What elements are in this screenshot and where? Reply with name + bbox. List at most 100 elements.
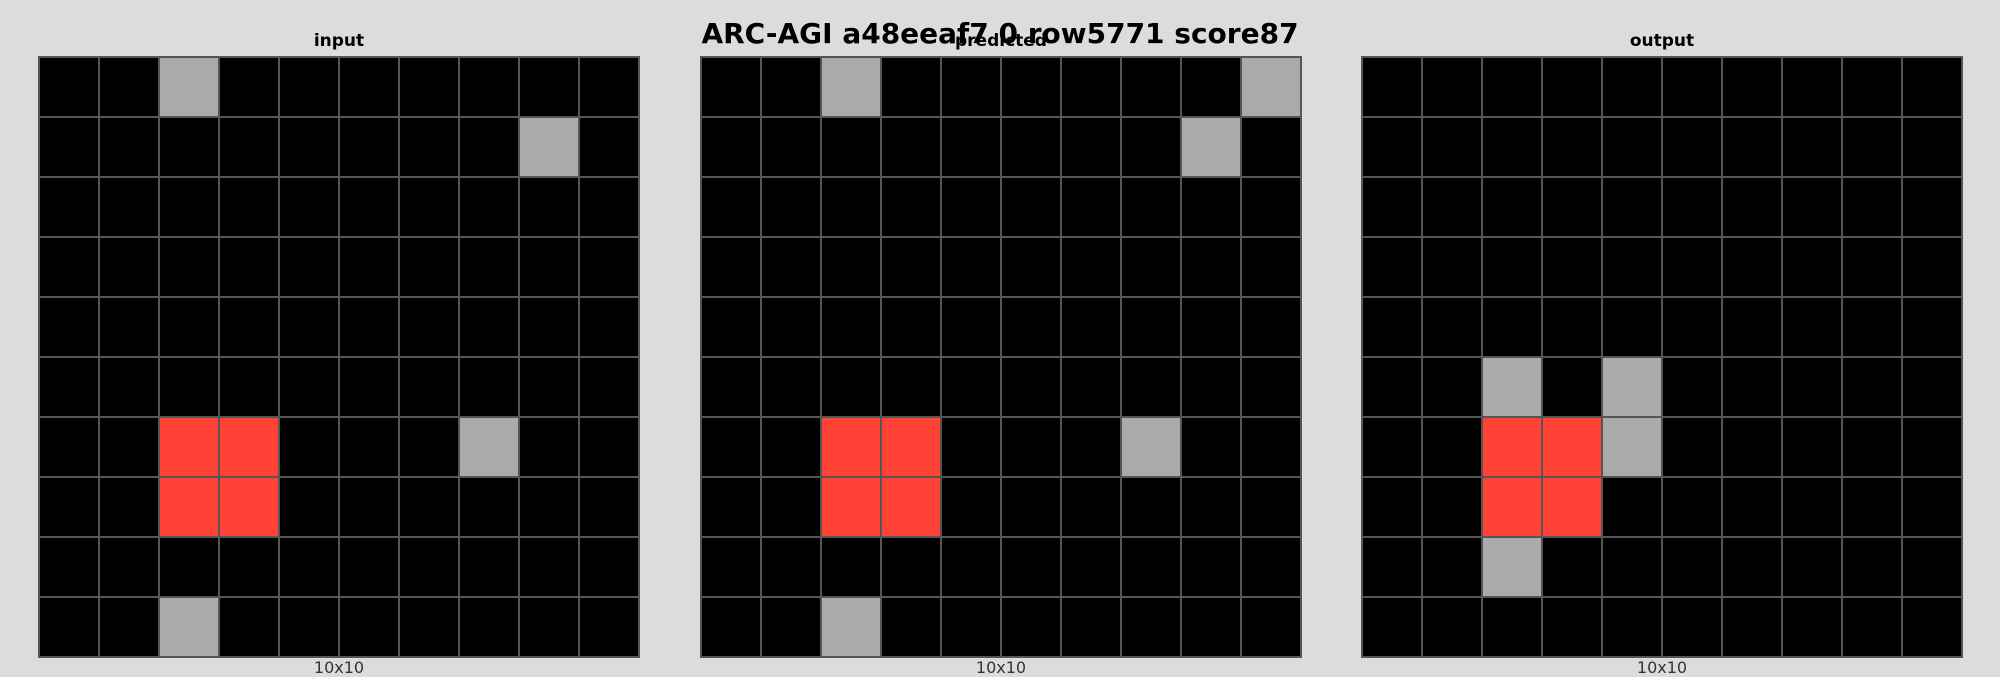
grid-cell bbox=[1602, 417, 1662, 477]
grid-cell bbox=[1001, 177, 1061, 237]
grid-cell bbox=[1422, 57, 1482, 117]
grid-cell bbox=[279, 477, 339, 537]
grid-cell bbox=[1362, 597, 1422, 657]
grid-cell bbox=[39, 357, 99, 417]
grid-cell bbox=[1181, 117, 1241, 177]
grid-cell bbox=[701, 597, 761, 657]
grid-cell bbox=[519, 357, 579, 417]
grid-cell bbox=[761, 417, 821, 477]
grid-cell bbox=[279, 237, 339, 297]
grid-cell bbox=[701, 357, 761, 417]
grid-cell bbox=[701, 57, 761, 117]
grid-cell bbox=[339, 297, 399, 357]
grid-cell bbox=[39, 537, 99, 597]
grid-cell bbox=[1482, 57, 1542, 117]
grid-cell bbox=[1782, 177, 1842, 237]
grid-cell bbox=[219, 537, 279, 597]
grid-cell bbox=[1422, 537, 1482, 597]
grid-cell bbox=[579, 357, 639, 417]
grid-cell bbox=[1121, 117, 1181, 177]
grid-cell bbox=[399, 477, 459, 537]
grid-cell bbox=[1782, 237, 1842, 297]
grid-cell bbox=[1782, 117, 1842, 177]
grid-cell bbox=[159, 357, 219, 417]
grid-cell bbox=[1061, 237, 1121, 297]
grid-cell bbox=[1542, 57, 1602, 117]
grid-cell bbox=[1782, 357, 1842, 417]
grid-cell bbox=[881, 57, 941, 117]
grid-cell bbox=[1662, 417, 1722, 477]
grid-cell bbox=[761, 597, 821, 657]
grid-cell bbox=[1782, 477, 1842, 537]
grid-cell bbox=[1422, 297, 1482, 357]
grid-cell bbox=[219, 477, 279, 537]
grid-cell bbox=[1422, 357, 1482, 417]
grid-cell bbox=[579, 177, 639, 237]
grid-cell bbox=[459, 477, 519, 537]
grid-cell bbox=[39, 237, 99, 297]
grid-cell bbox=[399, 297, 459, 357]
grid-cell bbox=[881, 477, 941, 537]
grid-cell bbox=[761, 237, 821, 297]
grid-cell bbox=[519, 477, 579, 537]
grid-cell bbox=[579, 117, 639, 177]
grid-cell bbox=[1662, 237, 1722, 297]
grid-cell bbox=[1542, 117, 1602, 177]
grid-cell bbox=[339, 597, 399, 657]
grid-cell bbox=[1241, 357, 1301, 417]
grid-cell bbox=[1001, 477, 1061, 537]
grid-cell bbox=[1061, 297, 1121, 357]
grid-cell bbox=[941, 477, 1001, 537]
grid-cell bbox=[1061, 357, 1121, 417]
grid-cell bbox=[1722, 477, 1782, 537]
grid-cell bbox=[579, 597, 639, 657]
grid-cell bbox=[579, 57, 639, 117]
grid-cell bbox=[1181, 297, 1241, 357]
grid-cell bbox=[1121, 57, 1181, 117]
grid-cell bbox=[761, 537, 821, 597]
grid-cell bbox=[1061, 57, 1121, 117]
grid-cell bbox=[941, 177, 1001, 237]
grid-cell bbox=[761, 357, 821, 417]
grid-cell bbox=[39, 177, 99, 237]
grid-cell bbox=[821, 417, 881, 477]
grid-cell bbox=[1001, 57, 1061, 117]
grid-cell bbox=[99, 597, 159, 657]
grid-cell bbox=[1662, 57, 1722, 117]
grid-cell bbox=[1362, 57, 1422, 117]
grid-cell bbox=[219, 297, 279, 357]
grid-cell bbox=[1181, 477, 1241, 537]
grid-cell bbox=[339, 357, 399, 417]
grid-cell bbox=[821, 57, 881, 117]
grid-cell bbox=[881, 537, 941, 597]
grid-cell bbox=[1602, 597, 1662, 657]
grid-cell bbox=[339, 177, 399, 237]
grid-cell bbox=[1241, 477, 1301, 537]
grid-cell bbox=[279, 537, 339, 597]
grid-cell bbox=[399, 177, 459, 237]
grid-cell bbox=[99, 237, 159, 297]
grid-cell bbox=[941, 117, 1001, 177]
grid-cell bbox=[1842, 537, 1902, 597]
grid-cell bbox=[279, 57, 339, 117]
grid-cell bbox=[1241, 537, 1301, 597]
grid-cell bbox=[941, 537, 1001, 597]
grid-cell bbox=[39, 417, 99, 477]
grid-cell bbox=[1121, 477, 1181, 537]
grid-cell bbox=[39, 117, 99, 177]
grid-cell bbox=[459, 537, 519, 597]
grid-cell bbox=[821, 177, 881, 237]
grid-cell bbox=[579, 477, 639, 537]
grid-cell bbox=[1542, 477, 1602, 537]
grid-cell bbox=[399, 237, 459, 297]
grid-cell bbox=[159, 297, 219, 357]
grid-cell bbox=[1542, 417, 1602, 477]
grid-cell bbox=[1722, 57, 1782, 117]
grid-cell bbox=[1362, 357, 1422, 417]
grid-cell bbox=[1662, 117, 1722, 177]
grid-cell bbox=[941, 57, 1001, 117]
grid-cell bbox=[701, 237, 761, 297]
grid-cell bbox=[1121, 537, 1181, 597]
grid-cell bbox=[1181, 417, 1241, 477]
grid-cell bbox=[1241, 57, 1301, 117]
